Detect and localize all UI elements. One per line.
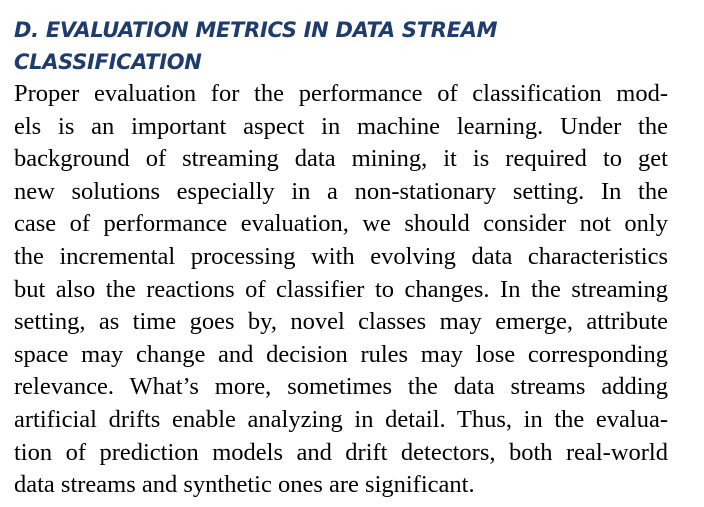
paragraph-line-9: space may change and decision rules may … [14,340,668,368]
paragraph-line-12: tion of prediction models and drift dete… [14,438,668,466]
section-heading-line-1: D. EVALUATION METRICS IN DATA STREAM [14,18,498,42]
paragraph-line-5: case of performance evaluation, we shoul… [14,210,668,238]
paragraph-line-4: new solutions especially in a non-statio… [14,177,668,205]
paragraph-line-7: but also the reactions of classifier to … [14,275,668,303]
paragraph-line-6: the incremental processing with evolving… [14,242,668,270]
paper-section: D. EVALUATION METRICS IN DATA STREAM CLA… [14,14,668,502]
paragraph-line-1: Proper evaluation for the performance of… [14,80,668,107]
paragraph-line-2: els is an important aspect in machine le… [14,112,668,140]
paragraph-line-3: background of streaming data mining, it … [14,145,668,173]
paragraph-line-8: setting, as time goes by, novel classes … [14,308,668,336]
paragraph-line-13: data streams and synthetic ones are sign… [14,471,475,499]
section-paragraph: Proper evaluation for the performance of… [14,78,668,502]
section-heading: D. EVALUATION METRICS IN DATA STREAM CLA… [14,14,668,78]
paragraph-line-10: relevance. What’s more, sometimes the da… [14,373,668,401]
section-heading-line-2: CLASSIFICATION [14,50,202,74]
paragraph-line-11: artificial drifts enable analyzing in de… [14,405,668,433]
